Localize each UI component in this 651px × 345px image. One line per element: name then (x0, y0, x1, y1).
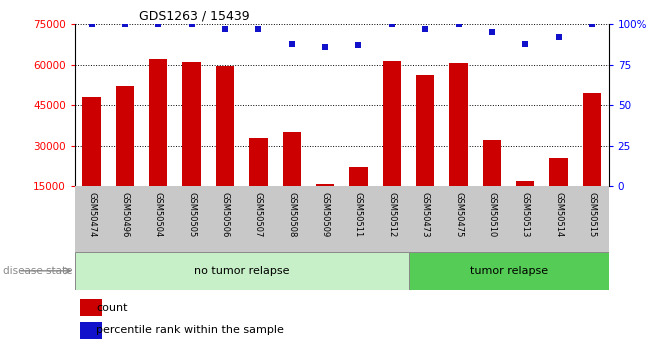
Bar (383, 61, 401, 227)
Bar (416, 76, 434, 227)
Bar (549, 158, 568, 227)
Point (87, 21, 97, 27)
Bar (283, 132, 301, 227)
Text: tumor relapse: tumor relapse (469, 266, 547, 276)
Text: GSM50475: GSM50475 (454, 191, 463, 237)
Text: GSM50505: GSM50505 (187, 191, 196, 237)
Text: GSM50510: GSM50510 (488, 191, 497, 237)
Point (487, 29, 497, 35)
Text: GSM50506: GSM50506 (221, 191, 230, 237)
Text: GSM50511: GSM50511 (354, 191, 363, 237)
Point (253, 26, 264, 32)
Text: GSM50496: GSM50496 (120, 191, 130, 237)
Bar (316, 184, 334, 227)
Bar (75, 252, 409, 290)
Bar (116, 86, 134, 227)
Text: GSM50509: GSM50509 (320, 191, 329, 237)
Bar (149, 59, 167, 227)
Text: disease state: disease state (3, 266, 73, 276)
Point (153, 21, 163, 27)
Bar (583, 93, 601, 227)
Point (353, 42, 364, 48)
Point (320, 44, 330, 50)
Point (420, 26, 430, 32)
Text: GSM50512: GSM50512 (387, 191, 396, 237)
Point (520, 41, 531, 46)
Text: GSM50514: GSM50514 (554, 191, 563, 237)
Bar (182, 62, 201, 227)
Point (220, 26, 230, 32)
Bar (249, 138, 268, 227)
Bar (409, 252, 609, 290)
Text: no tumor relapse: no tumor relapse (194, 266, 290, 276)
Point (286, 41, 297, 46)
Text: GSM50515: GSM50515 (587, 191, 596, 237)
Bar (80, 322, 102, 339)
Point (453, 21, 464, 27)
Bar (350, 167, 368, 227)
Bar (83, 97, 101, 227)
Bar (80, 299, 102, 316)
Bar (216, 66, 234, 227)
Point (120, 21, 130, 27)
Text: GSM50507: GSM50507 (254, 191, 263, 237)
Bar (483, 140, 501, 227)
Text: GDS1263 / 15439: GDS1263 / 15439 (139, 10, 249, 23)
Point (387, 21, 397, 27)
Point (587, 21, 597, 27)
Text: GSM50473: GSM50473 (421, 191, 430, 237)
Text: GSM50508: GSM50508 (287, 191, 296, 237)
Point (553, 34, 564, 40)
Bar (516, 181, 534, 227)
Text: GSM50504: GSM50504 (154, 191, 163, 237)
Text: GSM50474: GSM50474 (87, 191, 96, 237)
Text: count: count (96, 303, 128, 313)
Text: percentile rank within the sample: percentile rank within the sample (96, 325, 284, 335)
Bar (449, 63, 467, 227)
Text: GSM50513: GSM50513 (521, 191, 530, 237)
Point (186, 21, 197, 27)
